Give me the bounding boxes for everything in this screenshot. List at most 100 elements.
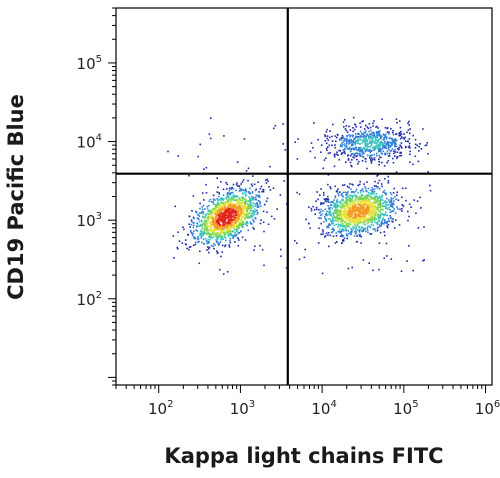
x-tick-label: 102 [148,399,173,418]
event-point [209,238,211,241]
event-point [178,240,181,242]
event-point [313,208,316,211]
event-point [385,193,387,196]
event-point [201,206,203,208]
event-point [339,218,342,220]
event-point [262,221,265,224]
event-point [395,133,397,136]
event-point [377,218,380,221]
event-point [308,222,310,225]
event-point [376,139,379,142]
event-point [370,206,373,208]
event-point [347,198,350,201]
event-point [224,233,227,235]
event-point [379,141,381,144]
event-point [408,215,410,218]
event-point [382,138,385,141]
event-point [379,135,381,137]
event-point [357,208,360,210]
event-point [262,188,264,191]
event-point [381,118,383,120]
event-point [325,157,327,159]
event-point [362,222,365,225]
event-point [377,127,379,129]
event-point [244,189,246,192]
event-point [269,189,272,191]
event-point [359,203,362,205]
event-point [389,215,391,217]
event-point [205,240,208,242]
event-point [321,272,324,275]
event-point [337,219,340,221]
event-point [381,147,384,150]
event-point [392,218,394,220]
event-point [327,213,329,216]
event-point [326,210,328,213]
event-point [371,141,373,144]
event-point [224,207,227,210]
event-point [333,154,336,156]
event-point [364,195,367,197]
event-point [361,153,364,155]
event-point [221,202,224,204]
event-point [348,203,351,206]
event-point [230,204,232,206]
event-point [222,217,224,219]
event-point [370,160,372,162]
event-point [386,204,388,206]
event-point [195,229,197,231]
event-point [342,239,345,241]
event-point [381,208,384,210]
event-point [339,191,341,193]
event-point [377,203,379,205]
event-point [369,213,371,215]
event-point [207,219,209,221]
event-point [298,258,301,261]
event-point [346,192,348,194]
event-point [355,146,358,149]
event-point [394,155,396,157]
event-point [374,213,377,215]
event-point [383,192,386,194]
event-point [347,154,350,156]
event-point [420,148,423,150]
event-point [332,220,334,223]
event-point [197,155,199,158]
event-point [325,198,327,201]
event-point [212,245,214,247]
event-point [245,191,248,193]
event-point [347,191,349,193]
event-point [346,218,349,220]
event-point [340,139,343,141]
event-point [366,229,369,231]
event-point [370,189,372,191]
event-point [333,153,336,155]
event-point [253,203,256,205]
event-point [377,226,379,229]
event-point [227,199,229,201]
event-point [242,205,244,207]
event-point [223,225,225,228]
event-point [225,201,228,204]
event-point [331,144,333,147]
event-point [379,143,382,146]
event-point [367,231,369,234]
event-point [231,196,234,198]
event-point [355,229,357,232]
event-point [231,221,234,223]
event-point [334,219,336,222]
event-point [378,132,381,134]
event-point [369,146,372,148]
event-point [370,157,373,159]
event-point [337,154,339,156]
event-point [252,202,255,204]
event-point [257,181,259,183]
event-point [202,211,204,213]
event-point [263,264,265,267]
event-point [369,215,372,218]
event-point [220,207,223,209]
event-point [376,125,378,128]
event-point [230,230,232,232]
event-point [347,211,350,213]
event-point [333,202,335,205]
